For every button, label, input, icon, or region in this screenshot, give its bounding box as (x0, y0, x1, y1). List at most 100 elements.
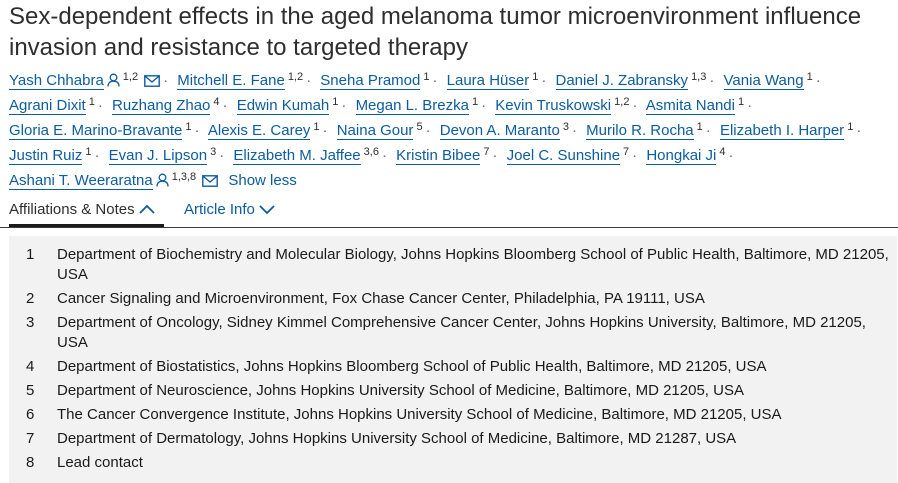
author-name-link[interactable]: Mitchell E. Fane (177, 72, 285, 90)
author-name-link[interactable]: Agrani Dixit (9, 97, 86, 115)
affiliation-superscript: 7 (483, 146, 490, 158)
affiliation-number: 7 (26, 430, 35, 447)
author-separator: · (541, 72, 547, 89)
author-name-link[interactable]: Elizabeth M. Jaffee (233, 147, 361, 165)
affiliation-number: 8 (26, 454, 35, 471)
mail-icon[interactable] (144, 75, 160, 87)
author-separator: · (306, 72, 312, 89)
author-item: Ashani T. Weeraratna 1,3,8 (9, 171, 219, 190)
affiliation-row: 3 Department of Oncology, Sidney Kimmel C… (9, 313, 897, 353)
author-separator: · (97, 97, 103, 114)
tab-affiliations-label: Affiliations & Notes (9, 201, 135, 218)
author-separator: · (728, 147, 734, 164)
tab-article-info[interactable]: Article Info (184, 200, 275, 226)
author-name-link[interactable]: Gloria E. Marino-Bravante (9, 122, 183, 140)
affiliation-superscript: 1 (471, 96, 479, 108)
affiliation-row: 2 Cancer Signaling and Microenvironment, … (9, 289, 897, 309)
author-name-link[interactable]: Joel C. Sunshine (506, 147, 621, 165)
tab-article-info-label: Article Info (184, 201, 255, 218)
author-item: Alexis E. Carey 1 · (207, 121, 333, 140)
affiliation-number: 5 (26, 382, 35, 399)
tab-affiliations-notes[interactable]: Affiliations & Notes (9, 200, 164, 227)
author-separator: · (632, 97, 638, 114)
affiliation-text: Department of Oncology, Sidney Kimmel Co… (57, 314, 866, 351)
author-name-link[interactable]: Alexis E. Carey (207, 122, 311, 140)
author-item: Yash Chhabra 1,2 · (9, 71, 173, 90)
author-name-link[interactable]: Sneha Pramod (320, 72, 421, 90)
affiliation-row: 8 Lead contact (9, 453, 897, 473)
author-separator: · (341, 97, 347, 114)
author-name-link[interactable]: Justin Ruiz (9, 147, 83, 165)
affiliation-superscript: 3,6 (363, 146, 379, 158)
author-name-link[interactable]: Elizabeth I. Harper (719, 122, 845, 140)
affiliation-superscript: 1 (806, 71, 813, 83)
affiliation-text: Department of Dermatology, Johns Hopkins… (57, 430, 737, 447)
author-item: Mitchell E. Fane 1,2 · (177, 71, 316, 90)
author-name-link[interactable]: Murilo R. Rocha (586, 122, 694, 140)
author-separator: · (381, 147, 387, 164)
affiliation-number: 1 (26, 246, 35, 263)
affiliation-row: 7 Department of Dermatology, Johns Hopkin… (9, 429, 897, 449)
author-name-link[interactable]: Kristin Bibee (396, 147, 481, 165)
author-separator: · (425, 122, 431, 139)
author-name-link[interactable]: Edwin Kumah (236, 97, 330, 115)
affiliation-superscript: 1,2 (122, 71, 139, 83)
author-item: Ruzhang Zhao 4 · (112, 96, 233, 115)
person-icon (107, 73, 120, 87)
author-separator: · (709, 72, 715, 89)
author-name-link[interactable]: Ashani T. Weeraratna (9, 172, 153, 190)
affiliation-superscript: 1 (85, 146, 92, 158)
affiliation-superscript: 7 (623, 146, 630, 158)
author-name-link[interactable]: Naina Gour (336, 122, 414, 140)
author-name-link[interactable]: Ruzhang Zhao (112, 97, 211, 115)
author-separator: · (194, 122, 200, 139)
author-items: Yash Chhabra 1,2 · Mitchell E. Fane 1,2 · Sn… (9, 71, 866, 190)
author-list: Yash Chhabra 1,2 · Mitchell E. Fane 1,2 · Sn… (9, 69, 894, 194)
affiliation-number: 3 (26, 314, 35, 331)
author-separator: · (856, 122, 862, 139)
author-separator: · (705, 122, 711, 139)
affiliation-superscript: 1 (532, 71, 539, 83)
author-separator: · (632, 147, 638, 164)
affiliation-superscript: 1 (737, 96, 745, 108)
author-name-link[interactable]: Asmita Nandi (645, 97, 735, 115)
author-name-link[interactable]: Vania Wang (723, 72, 804, 90)
show-less-link[interactable]: Show less (228, 172, 297, 189)
author-name-link[interactable]: Kevin Truskowski (495, 97, 612, 115)
author-item: Justin Ruiz 1 · (9, 146, 104, 165)
affiliation-superscript: 1 (313, 121, 320, 133)
author-item: Edwin Kumah 1 · (236, 96, 352, 115)
affiliations-list: 1 Department of Biochemistry and Molecula… (9, 245, 897, 477)
author-item: Kristin Bibee 7 · (396, 146, 502, 165)
author-separator: · (815, 72, 821, 89)
author-name-link[interactable]: Megan L. Brezka (355, 97, 469, 115)
mail-icon[interactable] (202, 175, 219, 187)
affiliation-row: 4 Department of Biostatistics, Johns Hopk… (9, 357, 897, 377)
author-name-link[interactable]: Laura Hüser (446, 72, 530, 90)
affiliation-text: Cancer Signaling and Microenvironment, F… (57, 290, 705, 307)
affiliation-text: Lead contact (57, 454, 143, 471)
affiliation-superscript: 1,2 (287, 71, 304, 83)
affiliation-superscript: 4 (213, 96, 220, 108)
affiliation-superscript: 3 (562, 121, 569, 133)
affiliation-superscript: 1 (696, 121, 703, 133)
author-separator: · (747, 97, 753, 114)
author-name-link[interactable]: Hongkai Ji (646, 147, 717, 165)
affiliation-superscript: 1 (185, 121, 192, 133)
author-name-link[interactable]: Yash Chhabra (9, 72, 104, 90)
affiliation-text: Department of Neuroscience, Johns Hopkin… (57, 382, 744, 399)
affiliations-panel: 1 Department of Biochemistry and Molecula… (9, 236, 897, 483)
affiliation-superscript: 1,2 (614, 96, 630, 108)
author-name-link[interactable]: Evan J. Lipson (108, 147, 208, 165)
tab-bar: Affiliations & Notes Article Info (0, 197, 898, 228)
affiliation-superscript: 5 (416, 121, 423, 133)
person-icon (156, 173, 169, 187)
author-name-link[interactable]: Daniel J. Zabransky (555, 72, 689, 90)
author-name-link[interactable]: Devon A. Maranto (439, 122, 560, 140)
affiliation-row: 1 Department of Biochemistry and Molecula… (9, 245, 897, 285)
author-item: Vania Wang 1 · (723, 71, 826, 90)
affiliation-superscript: 4 (719, 146, 726, 158)
affiliation-superscript: 1 (332, 96, 339, 108)
affiliation-number: 6 (26, 406, 35, 423)
